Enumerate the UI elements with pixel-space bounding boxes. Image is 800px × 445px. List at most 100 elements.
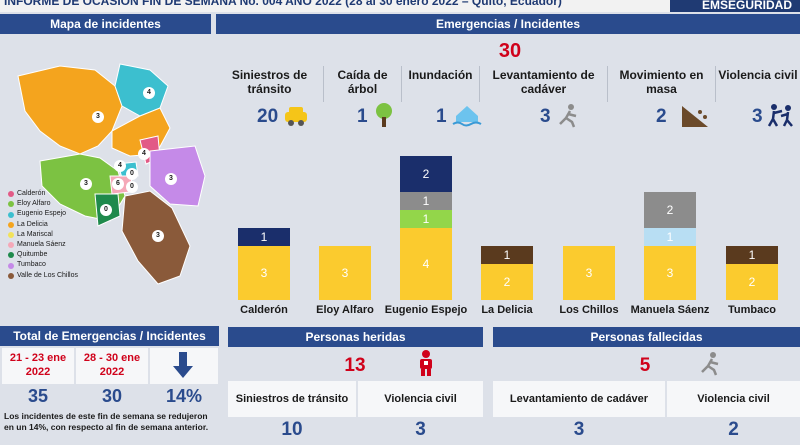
- fallecidas-item-value: 3: [573, 419, 585, 440]
- fallecidas-item-label: Levantamiento de cadáver: [509, 393, 649, 405]
- legend-item: Calderón: [8, 189, 78, 199]
- bar-segment: 1: [644, 228, 696, 246]
- bar-segment: 3: [319, 246, 371, 300]
- bar-value-label: 1: [666, 230, 674, 244]
- heridas-item-label: Violencia civil: [384, 393, 457, 405]
- map-count: 4: [114, 160, 126, 172]
- tree-icon: [376, 103, 392, 127]
- bar-segment: 1: [400, 210, 452, 228]
- deceased-person-icon: [701, 352, 719, 376]
- bar-value-label: 2: [748, 275, 756, 289]
- report-title: INFORME DE OCASIÓN FIN DE SEMANA No. 004…: [4, 0, 562, 8]
- bar-segment: 1: [481, 246, 533, 264]
- fallecidas-item-value: 2: [728, 419, 739, 440]
- category-count: 1: [357, 106, 368, 127]
- landslide-icon: [682, 106, 708, 127]
- fight-icon: [767, 104, 793, 127]
- x-axis-label: Manuela Sáenz: [630, 304, 710, 316]
- bar-segment: 2: [726, 264, 778, 300]
- x-axis-label: La Delicia: [481, 304, 533, 316]
- body-icon: [559, 104, 577, 128]
- map-count: 6: [112, 178, 124, 190]
- bar-value-label: 2: [503, 275, 511, 289]
- map-legend: Calderón Eloy Alfaro Eugenio Espejo La D…: [8, 189, 78, 281]
- x-axis-label: Los Chillos: [559, 304, 619, 316]
- bar-segment: 1: [400, 192, 452, 210]
- legend-item: Manuela Sáenz: [8, 240, 78, 250]
- category-label: Caída de árbol: [324, 66, 402, 102]
- sub-box: [493, 381, 665, 417]
- category-count: 3: [540, 106, 551, 127]
- map-title: Mapa de incidentes: [0, 14, 211, 34]
- arrow-down-icon: [173, 352, 193, 378]
- category-count: 1: [436, 106, 447, 127]
- bar-segment: 2: [644, 192, 696, 228]
- bar-segment: 3: [238, 246, 290, 300]
- bar-value-label: 1: [422, 212, 430, 226]
- fallecidas-title: Personas fallecidas: [493, 327, 800, 347]
- totales-title: Total de Emergencias / Incidentes: [0, 326, 219, 346]
- totales-note: Los incidentes de este fin de semana se …: [4, 411, 209, 432]
- sub-box: [358, 381, 483, 417]
- category-label: Inundación: [402, 66, 480, 102]
- car-icon: [285, 107, 307, 126]
- period-date: 28 - 30 ene 2022: [83, 352, 141, 378]
- map-count: 4: [143, 87, 155, 99]
- bar-segment: 4: [400, 228, 452, 300]
- period-value: 35: [27, 386, 49, 406]
- brand-logo: EMSEGURIDAD: [670, 0, 800, 12]
- bar-segment: 3: [563, 246, 615, 300]
- map-count: 4: [138, 148, 150, 160]
- fallecidas-item-label: Violencia civil: [697, 393, 770, 405]
- heridas-item-value: 10: [281, 419, 303, 440]
- x-axis-label: Tumbaco: [727, 304, 777, 316]
- bar-segment: 2: [400, 156, 452, 192]
- incident-map: 4 3 4 4 0 6 0 3 3 0 3: [0, 36, 211, 320]
- category-count: 2: [656, 106, 667, 127]
- bar-segment: 1: [726, 246, 778, 264]
- category-label: Levantamiento de cadáver: [480, 66, 608, 102]
- sub-box: [228, 381, 356, 417]
- x-axis-label: Eugenio Espejo: [384, 304, 468, 316]
- bar-value-label: 1: [260, 230, 268, 244]
- emergencias-title: Emergencias / Incidentes: [216, 14, 800, 34]
- legend-item: Quitumbe: [8, 250, 78, 260]
- region-tumbaco: [149, 145, 206, 207]
- x-axis-label: Calderón: [240, 304, 288, 316]
- bar-value-label: 1: [748, 248, 756, 262]
- map-count: 0: [126, 181, 138, 193]
- heridas-item-label: Siniestros de tránsito: [235, 393, 349, 405]
- emergencias-total: 30: [498, 40, 522, 62]
- category-label: Movimiento en masa: [608, 66, 716, 102]
- bar-value-label: 3: [341, 266, 349, 280]
- category-label: Violencia civil: [718, 68, 798, 82]
- map-count: 0: [100, 204, 112, 216]
- region-la-delicia: [17, 65, 123, 155]
- bar-value-label: 3: [666, 266, 674, 280]
- category-count: 20: [257, 106, 279, 127]
- category-count: 3: [752, 106, 763, 127]
- heridas-title: Personas heridas: [228, 327, 483, 347]
- map-svg: [17, 63, 206, 285]
- flood-icon: [452, 106, 482, 127]
- bar-segment: 2: [481, 264, 533, 300]
- heridas-item-value: 3: [415, 419, 426, 440]
- legend-item: Valle de Los Chillos: [8, 271, 78, 281]
- bar-value-label: 2: [666, 203, 674, 217]
- fallecidas-total: 5: [639, 355, 651, 376]
- legend-item: Tumbaco: [8, 260, 78, 270]
- map-count: 3: [80, 178, 92, 190]
- bar-value-label: 2: [422, 167, 430, 181]
- legend-item: Eugenio Espejo: [8, 209, 78, 219]
- map-count: 3: [152, 230, 164, 242]
- bar-segment: 3: [644, 246, 696, 300]
- map-count: 0: [126, 168, 138, 180]
- map-count: 3: [92, 111, 104, 123]
- sub-box: [667, 381, 800, 417]
- heridas-total: 13: [344, 355, 366, 376]
- date-box: [76, 348, 148, 384]
- bar-segment: 1: [238, 228, 290, 246]
- map-count: 3: [165, 173, 177, 185]
- bar-value-label: 1: [503, 248, 511, 262]
- bar-value-label: 3: [585, 266, 593, 280]
